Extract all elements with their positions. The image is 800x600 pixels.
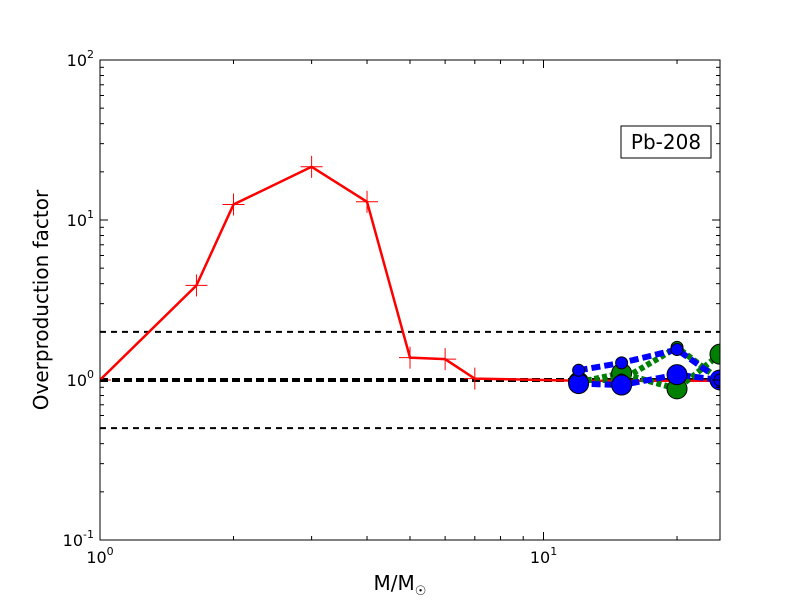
annotation-box: Pb-208 [620,125,712,159]
y-tick-label-0: 10-1 [63,528,94,550]
y-tick-label-3: 102 [67,48,94,70]
x-tick-label-0: 100 [86,545,113,567]
series-0-point-4 [356,190,379,213]
plot-area [100,60,720,540]
series-0-point-1 [185,274,208,297]
series-0-point-3 [300,155,323,178]
series-0-point-5 [399,346,421,369]
series-0-point-2 [222,193,245,216]
series-3-point-1 [611,374,633,396]
y-tick-label-2: 101 [67,208,94,230]
series-0-point-6 [434,348,457,371]
x-axis-label: M/M☉ [374,571,427,599]
annotation-label: Pb-208 [631,130,701,154]
x-axis-label-text: M/M [374,571,415,595]
y-axis-label: Overproduction factor [29,189,53,410]
y-tick-label-1: 100 [67,368,94,390]
series-4-point-1 [615,356,629,370]
series-1-point-3 [709,343,720,365]
series-3-point-2 [666,364,688,386]
series-4-point-0 [572,363,586,377]
series-line-2 [578,343,720,383]
x-tick-label-1: 101 [530,545,557,567]
series-line-3 [578,371,720,389]
series-0-point-7 [463,367,486,390]
sun-symbol: ☉ [415,584,427,599]
series-group [100,155,720,400]
series-4-point-2 [670,343,684,357]
series-line-4 [578,346,720,383]
plot-frame [99,59,721,541]
